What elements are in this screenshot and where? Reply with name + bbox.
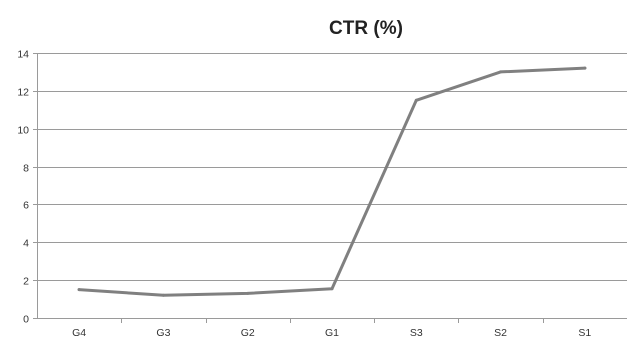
axes	[37, 53, 627, 323]
x-tick-label-s2: S2	[494, 327, 507, 339]
x-tick-label-g4: G4	[72, 327, 86, 339]
x-tick-label-s3: S3	[410, 327, 423, 339]
data-point-g4	[77, 288, 81, 292]
y-tick-label-2: 2	[23, 276, 29, 288]
y-tick-label-14: 14	[17, 49, 29, 61]
data-point-s3	[414, 98, 418, 102]
x-tick-label-g1: G1	[325, 327, 339, 339]
series-line-0	[77, 66, 587, 297]
y-tick-label-10: 10	[17, 125, 29, 137]
x-tick-label-g2: G2	[241, 327, 255, 339]
x-tick-labels: G4 G3 G2 G1 S3 S2 S1	[72, 327, 591, 339]
series	[77, 66, 587, 297]
x-tick-label-g3: G3	[156, 327, 170, 339]
y-tick-labels: 0 2 4 6 8 10 12 14	[17, 49, 29, 326]
chart-title: CTR (%)	[329, 18, 403, 39]
y-tick-label-12: 12	[17, 87, 29, 99]
y-tick-label-8: 8	[23, 163, 29, 175]
data-point-s1	[583, 66, 587, 70]
data-point-g2	[246, 291, 250, 295]
data-point-g1	[330, 287, 334, 291]
gridlines	[33, 53, 627, 319]
data-point-g3	[161, 293, 165, 297]
y-tick-label-6: 6	[23, 200, 29, 212]
x-tick-label-s1: S1	[578, 327, 591, 339]
y-tick-label-4: 4	[23, 238, 29, 250]
y-tick-label-0: 0	[23, 314, 29, 326]
data-point-s2	[499, 70, 503, 74]
